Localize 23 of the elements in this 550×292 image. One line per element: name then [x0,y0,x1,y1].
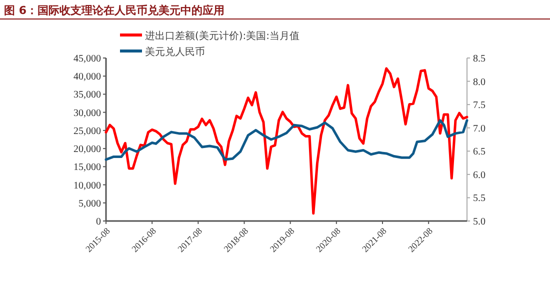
y-tick-label: 5,000 [78,198,101,210]
line-series [104,67,468,215]
y-tick-label: 35,000 [74,90,101,101]
y-tick-label: 40,000 [74,72,101,83]
y-tick-label: 25,000 [74,126,101,137]
y2-tick-label: 5.0 [473,216,486,228]
chart-title: 图 6：国际收支理论在人民币兑美元中的应用 [4,4,224,17]
y-tick-label: 10,000 [74,180,101,192]
y2-tick-label: 8.5 [473,54,486,64]
line-series [104,119,468,161]
y-tick-label: 30,000 [74,108,101,119]
legend-label: 美元兑人民币 [145,46,205,58]
y2-tick-label: 8.0 [473,76,486,88]
y2-tick-label: 6.5 [473,146,486,158]
y-tick-label: 0 [96,216,101,228]
y2-tick-label: 7.5 [473,100,486,112]
y2-tick-label: 7.0 [473,123,486,134]
y-tick-label: 15,000 [74,162,101,174]
y-tick-label: 20,000 [74,144,101,156]
y2-tick-label: 6.0 [473,170,486,181]
legend-label: 进出口差额(美元计价):美国:当月值 [145,30,300,42]
y-tick-label: 45,000 [74,54,101,64]
y2-tick-label: 5.5 [473,193,486,204]
